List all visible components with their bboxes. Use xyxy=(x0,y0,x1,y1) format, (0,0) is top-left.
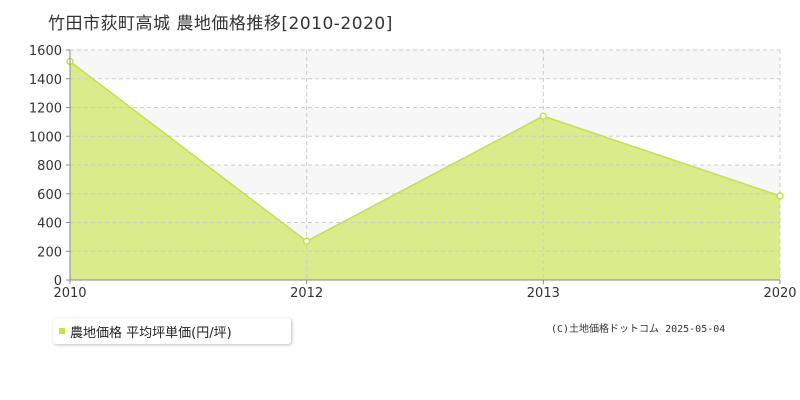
legend-label: 農地価格 平均坪単価(円/坪) xyxy=(70,325,232,341)
y-tick-label: 1200 xyxy=(29,102,62,117)
y-tick-label: 1600 xyxy=(29,44,62,59)
y-tick-label: 800 xyxy=(37,159,62,174)
grid-band xyxy=(70,107,780,137)
x-tick-label: 2013 xyxy=(527,286,560,301)
y-tick-label: 600 xyxy=(37,188,62,203)
series-line xyxy=(69,60,781,243)
grid-band xyxy=(70,50,780,79)
x-tick-label: 2020 xyxy=(763,286,796,301)
y-tick-label: 200 xyxy=(37,245,62,260)
data-point xyxy=(776,192,784,200)
x-tick-label: 2010 xyxy=(53,286,86,301)
data-point xyxy=(302,237,311,245)
series-area xyxy=(70,61,780,280)
y-tick-label: 0 xyxy=(54,274,62,289)
y-tick-label: 1400 xyxy=(29,73,62,88)
legend: 農地価格 平均坪単価(円/坪) xyxy=(53,318,291,344)
y-tick-label: 400 xyxy=(37,217,62,232)
x-tick-label: 2012 xyxy=(290,286,323,301)
y-tick-label: 1000 xyxy=(29,130,62,145)
source-credit: (C)土地価格ドットコム 2025-05-04 xyxy=(551,324,726,335)
legend-swatch xyxy=(59,328,65,334)
chart-title: 竹田市荻町高城 農地価格推移[2010-2020] xyxy=(48,14,393,34)
data-point xyxy=(539,112,548,120)
